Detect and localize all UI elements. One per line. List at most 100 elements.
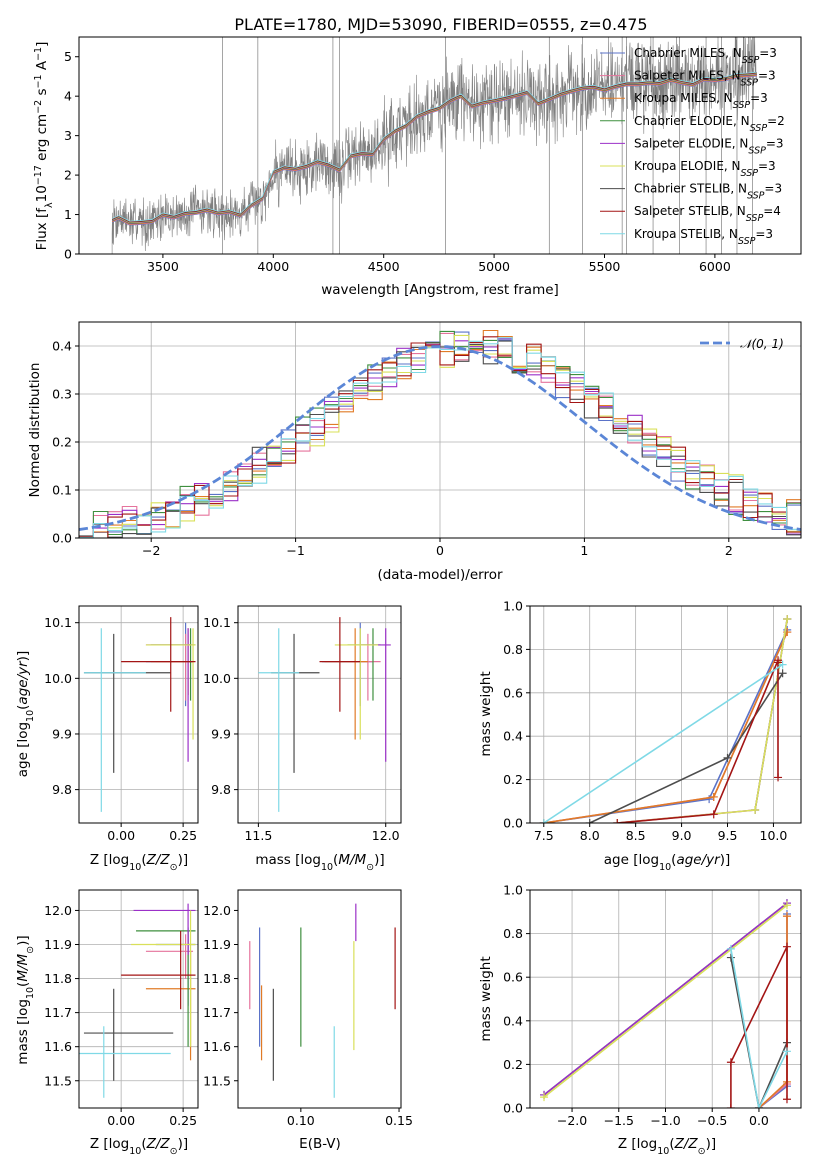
y-tick-label: 0.6 [503, 970, 523, 985]
weight-marker [539, 819, 548, 823]
x-axis-label: Z [log10(Z/Z⊙)] [618, 1136, 716, 1157]
weight-marker [726, 944, 735, 953]
y-tick-label: 5 [64, 49, 72, 64]
weight-marker [540, 1093, 549, 1102]
x-tick-label: 9.0 [672, 828, 692, 843]
y-tick-label: 11.6 [203, 1039, 231, 1054]
histogram-chabrier-elodie [79, 330, 801, 538]
x-tick-label: −2 [142, 543, 160, 558]
y-tick-label: 0.0 [503, 1101, 523, 1116]
weight-marker [705, 795, 714, 804]
weight-marker [723, 753, 732, 762]
y-axis-label: Normed distribution [27, 363, 43, 498]
x-axis-label: mass [log10(M/M⊙)] [255, 852, 384, 873]
y-tick-label: 9.8 [211, 782, 231, 797]
weight-marker [726, 1104, 735, 1108]
y-tick-label: 12.0 [203, 903, 231, 918]
legend-label: Chabrier STELIB, NSSP=3 [634, 182, 782, 202]
weight-marker [751, 805, 760, 814]
plot-area [258, 617, 391, 812]
x-tick-label: 0.15 [385, 1113, 413, 1128]
figure-title: PLATE=1780, MJD=53090, FIBERID=0555, z=0… [234, 15, 647, 34]
axis-spines [529, 605, 802, 824]
weight-marker [782, 912, 791, 921]
axes-spectrum: 3500 4000 4500 5000 5500 6000 0 1 2 3 4 5 Chabrier M… [33, 36, 802, 298]
y-tick-label: 4 [64, 89, 72, 104]
y-axis-label: Flux [fλ10−17 erg cm−2 s−1 A−1] [33, 42, 55, 251]
model-line-kroupa-stelib [111, 71, 757, 222]
y-tick-label: 0.2 [503, 772, 523, 787]
y-tick-label: 11.7 [44, 1005, 72, 1020]
weight-marker [782, 1095, 791, 1104]
y-tick-label: 0.3 [52, 387, 72, 402]
x-axis-label: wavelength [Angstrom, rest frame] [321, 282, 559, 298]
y-tick-label: 3 [64, 128, 72, 143]
legend-label: Salpeter ELODIE, NSSP=3 [634, 136, 784, 156]
x-tick-label: −1.0 [650, 1113, 680, 1128]
x-tick-label: 0.00 [107, 828, 135, 843]
weight-line-kroupa-stelib [730, 948, 788, 1108]
y-tick-label: 11.9 [203, 937, 231, 952]
y-tick-label: 0.6 [503, 685, 523, 700]
y-tick-label: 1.0 [503, 599, 523, 614]
histogram-kroupa-stelib [79, 337, 801, 538]
axis-spines [78, 889, 199, 1109]
y-tick-label: 10.0 [203, 671, 231, 686]
x-tick-label: 4000 [257, 259, 289, 274]
weight-marker [782, 942, 791, 951]
spectrum-legend: Chabrier MILES, NSSP=3 Salpeter MILES, NS… [600, 46, 785, 246]
weight-marker [782, 1047, 791, 1056]
y-tick-label: 0 [64, 247, 72, 262]
weight-line-kroupa-elodie [543, 904, 788, 1098]
weight-marker [754, 1104, 763, 1108]
model-line-salpeter-stelib [111, 72, 757, 223]
y-tick-label: 0.2 [52, 435, 72, 450]
y-tick-label: 11.8 [203, 971, 231, 986]
y-tick-label: 1 [64, 207, 72, 222]
x-tick-label: 0.25 [169, 828, 197, 843]
y-tick-label: 9.9 [211, 726, 231, 741]
plot-area [249, 903, 396, 1098]
y-tick-label: 0.8 [503, 926, 523, 941]
legend-label: Salpeter MILES, NSSP=3 [634, 69, 776, 89]
weight-marker [778, 660, 787, 669]
axes-mass_weight_vs_Z: −2.0 −1.5 −1.0 −0.5 0.0 0.0 0.2 0.4 0.6 0.8 1.0 Z [… [478, 883, 802, 1157]
axes-residuals: −2 −1 0 1 2 0.0 0.1 0.2 0.3 0.4 𝒩(0, 1) (data-model… [27, 321, 802, 583]
weight-marker [774, 773, 783, 782]
axis-spines [78, 605, 199, 824]
plot-area [540, 899, 791, 1108]
y-axis-label: mass weight [478, 671, 494, 756]
x-axis-label: Z [log10(Z/Z⊙)] [90, 852, 188, 873]
axes-mass_vs_Z: 0.00 0.25 11.5 11.6 11.7 11.8 11.9 12.0 Z [log10… [15, 889, 199, 1157]
weight-marker [613, 819, 622, 823]
y-tick-label: 11.8 [44, 971, 72, 986]
y-tick-label: 11.9 [44, 937, 72, 952]
weight-marker [774, 658, 783, 667]
x-tick-label: 12.0 [372, 828, 400, 843]
x-tick-label: 0.10 [287, 1113, 315, 1128]
x-tick-label: −1.5 [604, 1113, 634, 1128]
legend-label: Salpeter STELIB, NSSP=4 [634, 204, 781, 224]
axis-spines [237, 605, 402, 824]
y-tick-label: 2 [64, 168, 72, 183]
y-tick-label: 12.0 [44, 903, 72, 918]
legend-label-normal: 𝒩(0, 1) [740, 337, 784, 351]
x-axis-label: age [log10(age/yr)] [604, 852, 730, 873]
x-axis-label: Z [log10(Z/Z⊙)] [90, 1136, 188, 1157]
weight-marker [585, 819, 594, 823]
axis-spines [237, 889, 402, 1109]
plot-area [79, 329, 801, 538]
x-tick-label: 0.0 [749, 1113, 769, 1128]
legend-label: Kroupa MILES, NSSP=3 [634, 91, 768, 111]
x-tick-label: −1 [286, 543, 304, 558]
weight-line-salpeter-stelib [730, 946, 788, 1108]
x-tick-label: 5000 [478, 259, 510, 274]
y-tick-label: 10.1 [44, 615, 72, 630]
y-tick-label: 0.8 [503, 642, 523, 657]
weight-line-kroupa-stelib [543, 663, 784, 823]
y-axis-label: mass weight [478, 956, 494, 1041]
plot-area [79, 903, 196, 1098]
y-tick-label: 0.4 [503, 729, 523, 744]
y-tick-label: 10.0 [44, 671, 72, 686]
x-tick-label: 9.5 [718, 828, 738, 843]
